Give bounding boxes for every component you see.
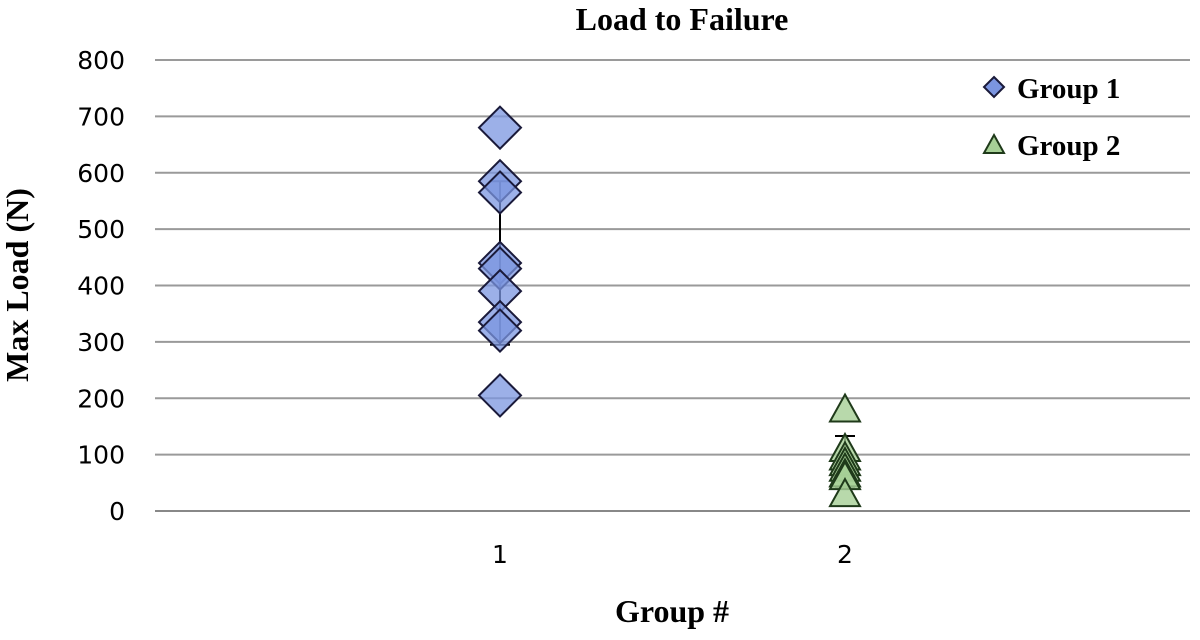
legend-marker-group-1 bbox=[982, 75, 1006, 99]
y-tick-label: 400 bbox=[77, 272, 125, 301]
x-tick-label: 1 bbox=[492, 540, 508, 569]
x-axis-title: Group # bbox=[615, 593, 729, 629]
gridlines bbox=[155, 59, 1190, 512]
data-points bbox=[477, 105, 862, 508]
legend-label-group-2: Group 2 bbox=[1017, 130, 1120, 162]
legend-marker-group-2 bbox=[982, 132, 1006, 154]
data-point-group-1 bbox=[477, 373, 523, 418]
data-point-group-1 bbox=[477, 308, 523, 354]
y-tick-label: 600 bbox=[77, 159, 125, 188]
x-tick-label: 2 bbox=[837, 540, 853, 569]
y-axis-title: Max Load (N) bbox=[0, 188, 35, 382]
data-point-group-2 bbox=[828, 392, 862, 423]
data-point-group-2 bbox=[828, 477, 862, 508]
legend-label-group-1: Group 1 bbox=[1017, 73, 1120, 105]
y-tick-label: 300 bbox=[77, 328, 125, 357]
y-tick-label: 100 bbox=[77, 441, 125, 470]
data-point-group-1 bbox=[477, 170, 523, 215]
y-tick-label: 800 bbox=[77, 46, 125, 75]
y-tick-label: 0 bbox=[109, 497, 125, 526]
y-tick-label: 200 bbox=[77, 384, 125, 413]
y-tick-label: 700 bbox=[77, 102, 125, 131]
error-bars bbox=[490, 180, 855, 488]
y-tick-label: 500 bbox=[77, 215, 125, 244]
y-tick-labels: 0 100 200 300 400 500 600 700 800 bbox=[77, 46, 125, 526]
legend: Group 1 Group 2 bbox=[982, 73, 1120, 162]
chart-title: Load to Failure bbox=[576, 1, 789, 37]
data-point-group-1 bbox=[477, 105, 523, 151]
